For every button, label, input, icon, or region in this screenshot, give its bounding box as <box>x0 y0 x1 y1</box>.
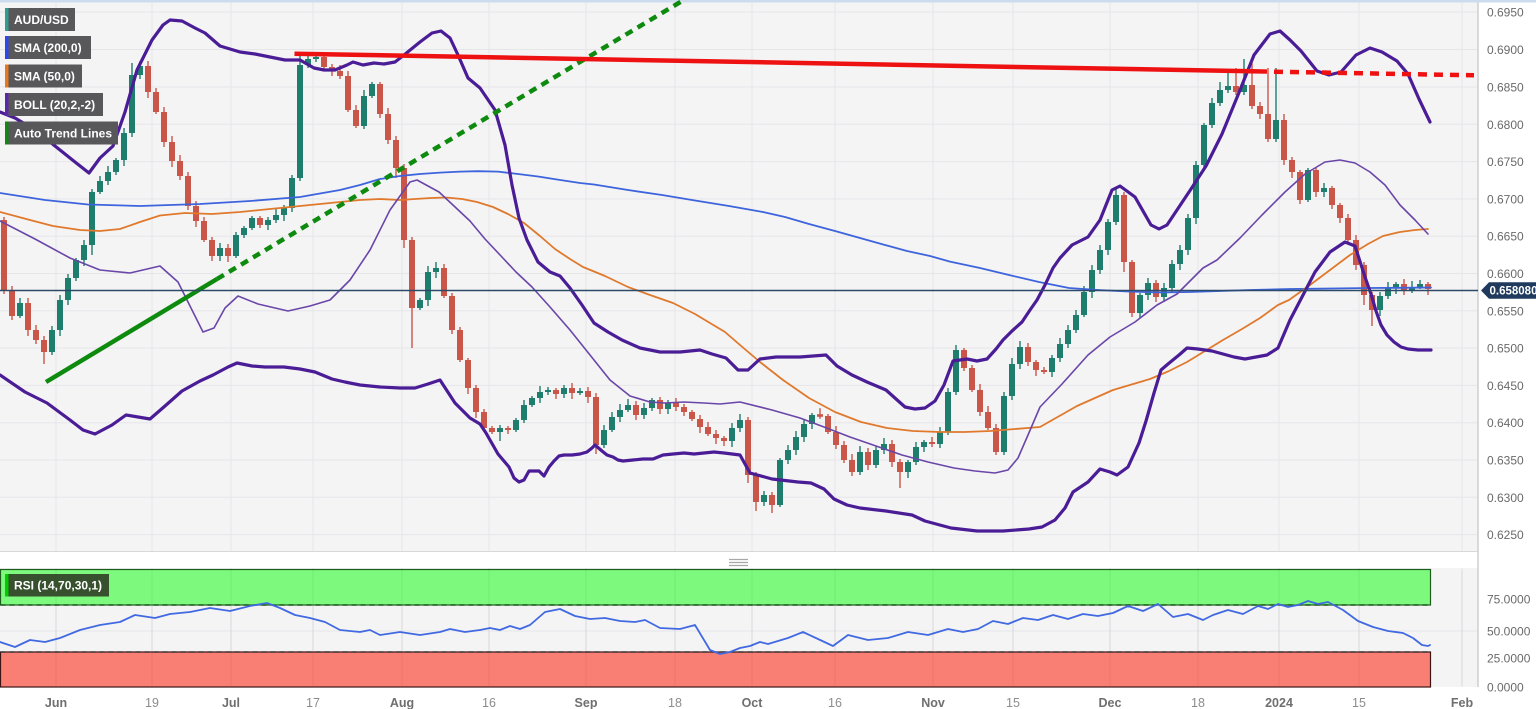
svg-text:0.6550: 0.6550 <box>1487 304 1524 318</box>
svg-text:0.0000: 0.0000 <box>1487 681 1524 695</box>
svg-text:16: 16 <box>828 696 842 709</box>
svg-text:50.0000: 50.0000 <box>1487 625 1531 639</box>
svg-text:0.6600: 0.6600 <box>1487 267 1524 281</box>
svg-text:Sep: Sep <box>575 696 598 709</box>
svg-text:Nov: Nov <box>921 696 945 709</box>
svg-text:0.6950: 0.6950 <box>1487 6 1524 20</box>
svg-text:0.6650: 0.6650 <box>1487 230 1524 244</box>
svg-text:18: 18 <box>1191 696 1205 709</box>
svg-text:0.6450: 0.6450 <box>1487 379 1524 393</box>
svg-text:15: 15 <box>1006 696 1020 709</box>
svg-text:RSI (14,70,30,1): RSI (14,70,30,1) <box>14 579 102 593</box>
svg-text:Jun: Jun <box>45 696 67 709</box>
svg-text:25.0000: 25.0000 <box>1487 652 1531 666</box>
svg-text:BOLL (20,2,-2): BOLL (20,2,-2) <box>14 98 95 112</box>
svg-text:Auto Trend Lines: Auto Trend Lines <box>14 127 112 141</box>
svg-text:15: 15 <box>1352 696 1366 709</box>
svg-text:0.6350: 0.6350 <box>1487 454 1524 468</box>
svg-text:16: 16 <box>482 696 496 709</box>
svg-text:0.6900: 0.6900 <box>1487 43 1524 57</box>
svg-text:17: 17 <box>306 696 320 709</box>
svg-text:AUD/USD: AUD/USD <box>14 13 69 27</box>
svg-text:0.6700: 0.6700 <box>1487 192 1524 206</box>
svg-text:0.6500: 0.6500 <box>1487 342 1524 356</box>
svg-text:SMA (200,0): SMA (200,0) <box>14 41 82 55</box>
svg-text:Dec: Dec <box>1099 696 1122 709</box>
svg-text:0.6300: 0.6300 <box>1487 491 1524 505</box>
svg-text:SMA (50,0): SMA (50,0) <box>14 70 75 84</box>
svg-text:Jul: Jul <box>222 696 240 709</box>
svg-text:18: 18 <box>668 696 682 709</box>
svg-text:0.658080: 0.658080 <box>1490 286 1536 298</box>
svg-text:75.0000: 75.0000 <box>1487 593 1531 607</box>
svg-text:Aug: Aug <box>390 696 414 709</box>
svg-text:Oct: Oct <box>742 696 764 709</box>
svg-text:0.6800: 0.6800 <box>1487 118 1524 132</box>
svg-text:2024: 2024 <box>1265 696 1293 709</box>
svg-text:0.6750: 0.6750 <box>1487 155 1524 169</box>
svg-text:Feb: Feb <box>1451 696 1474 709</box>
svg-text:0.6850: 0.6850 <box>1487 81 1524 95</box>
svg-text:0.6400: 0.6400 <box>1487 416 1524 430</box>
svg-text:0.6250: 0.6250 <box>1487 528 1524 542</box>
svg-text:19: 19 <box>145 696 159 709</box>
